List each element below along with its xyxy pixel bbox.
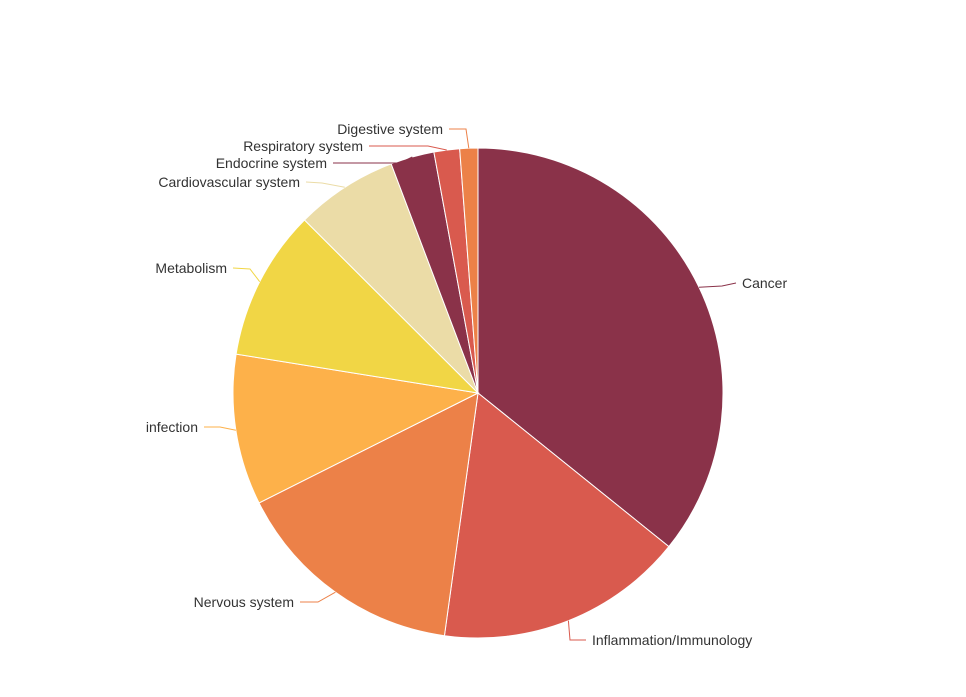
leader-line-cancer [698, 282, 737, 288]
leader-line-endocrine-system [333, 156, 413, 164]
slice-label-infection: infection [146, 419, 198, 435]
pie-slice-cancer[interactable] [477, 147, 724, 548]
slice-label-nervous-system: Nervous system [194, 594, 294, 610]
leader-line-metabolism [232, 267, 261, 283]
label-leader-lines [204, 128, 737, 641]
leader-line-infection [204, 426, 237, 431]
leader-line-respiratory-system [369, 145, 447, 151]
slice-label-respiratory-system: Respiratory system [243, 138, 363, 154]
leader-line-nervous-system [300, 591, 336, 603]
pie-slices [232, 147, 724, 639]
slice-label-cardiovascular-system: Cardiovascular system [158, 174, 300, 190]
pie-slice-nervous-system[interactable] [258, 392, 479, 637]
leader-line-digestive-system [449, 128, 470, 149]
leader-line-inflammation-immunology [567, 620, 586, 641]
slice-label-metabolism: Metabolism [155, 260, 227, 276]
slice-labels: Cancer Inflammation/Immunology Nervous sys… [146, 121, 788, 648]
slice-label-inflammation-immunology: Inflammation/Immunology [592, 632, 752, 648]
pie-slice-metabolism[interactable] [235, 219, 480, 394]
leader-line-cardiovascular-system [305, 181, 345, 188]
slice-label-digestive-system: Digestive system [337, 121, 443, 137]
slice-label-cancer: Cancer [742, 275, 787, 291]
slice-label-endocrine-system: Endocrine system [216, 155, 327, 171]
